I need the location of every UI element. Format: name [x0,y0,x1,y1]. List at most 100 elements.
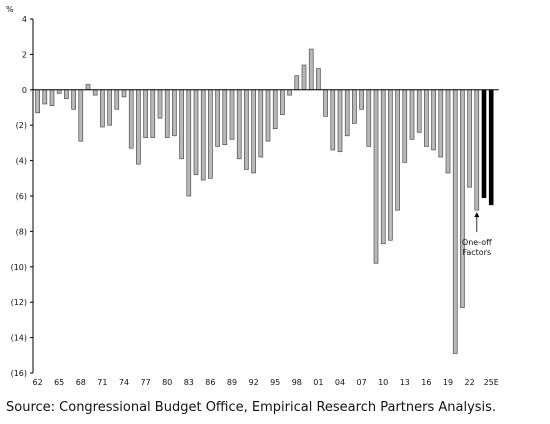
y-tick-label: 4 [22,15,27,24]
bar-16 [424,89,429,147]
bar-74 [121,89,127,98]
bar-95 [272,89,278,130]
bar-94 [265,89,271,142]
bar-10 [380,89,386,245]
bar-66 [64,89,69,99]
bar-08 [366,89,372,147]
bar-70 [92,89,98,96]
bar-71 [100,89,105,128]
y-tick-label: (8) [16,227,27,236]
x-tick-label-25E: 25E [484,378,499,387]
source-note: Source: Congressional Budget Office, Emp… [6,400,497,415]
bar-23 [474,89,480,211]
bar-97 [287,89,292,96]
bar-14 [409,89,415,140]
bar-90 [236,89,242,160]
y-tick-label: (2) [16,121,27,130]
x-tick-label-92: 92 [249,378,259,387]
bar-63 [42,89,48,105]
bar-62 [35,89,40,114]
bar-18 [438,89,444,158]
y-tick-label: (10) [11,263,27,272]
bar-88 [222,89,228,145]
bar-76 [136,89,141,165]
y-tick-label: (14) [11,334,27,343]
bar-04 [337,89,343,153]
bar-01 [316,68,321,91]
y-tick-label: 0 [22,86,27,95]
bar-96 [280,89,285,115]
bar-72 [107,89,112,126]
bar-05 [344,89,350,137]
y-axis-unit-label: % [6,5,14,14]
y-axis: 4 2 0 (2) (4) (6) (8) (10) (12) (14) (16) [11,15,34,378]
bar-89 [229,89,235,140]
bar-19 [445,89,451,174]
bar-79 [157,89,163,119]
bar-78 [150,89,156,138]
x-tick-label-86: 86 [205,378,215,387]
bar-84 [193,89,199,176]
bar-13 [402,89,408,163]
annotation-text-line: Factors [462,248,491,257]
x-tick-label-22: 22 [465,378,475,387]
bar-67 [71,89,76,110]
bar-11 [388,89,393,241]
x-tick-label-98: 98 [292,378,302,387]
bar-64 [49,89,55,107]
bar-69 [85,84,91,91]
x-tick-label-10: 10 [378,378,388,387]
bar-22 [467,89,472,188]
x-tick-label-89: 89 [227,378,237,387]
bar-77 [143,89,148,138]
x-tick-label-65: 65 [54,378,64,387]
bar-83 [186,89,192,197]
bar-09 [373,89,379,264]
x-tick-label-62: 62 [33,378,43,387]
annotation-arrow-head [474,212,480,218]
x-tick-label-07: 07 [357,378,367,387]
bar-20 [452,89,458,354]
bar-86 [208,89,213,179]
bar-99 [301,64,307,91]
bar-81 [172,89,177,137]
y-tick-label: (4) [16,157,27,166]
y-tick-label: 2 [22,50,27,59]
bar-07 [359,89,364,110]
bar-75 [128,89,134,149]
bar-93 [258,89,264,158]
x-tick-label-01: 01 [313,378,323,387]
bar-82 [179,89,184,160]
x-tick-label-83: 83 [184,378,194,387]
bar-03 [330,89,336,151]
bar-25E [488,89,494,206]
bar-80 [164,89,170,138]
bar-12 [395,89,400,211]
bar-91 [244,89,249,170]
bar-06 [352,89,357,124]
x-tick-label-95: 95 [270,378,280,387]
x-tick-label-71: 71 [97,378,107,387]
bar-98 [294,75,300,91]
x-axis: 62 65 68 71 74 77 80 83 86 89 92 95 98 01 04 07 10 13 16 19… [33,378,499,387]
x-tick-label-77: 77 [141,378,151,387]
annotation-text-line: One-off [462,238,492,247]
y-tick-label: (12) [11,298,27,307]
x-tick-label-74: 74 [119,378,129,387]
bar-chart: % 4 2 0 (2) (4) (6) (8) (10) (12) (14) (16) 62 65 68… [6,5,499,387]
bar-15 [416,89,422,133]
bar-73 [114,89,120,110]
y-tick-label: (6) [16,192,27,201]
x-tick-label-68: 68 [76,378,86,387]
y-tick-label: (16) [11,369,27,378]
bar-92 [251,89,256,174]
x-tick-label-19: 19 [443,378,453,387]
bar-65 [56,89,62,94]
bar-00 [308,48,314,91]
bar-21 [460,89,465,308]
bar-87 [215,89,220,147]
bar-02 [323,89,328,117]
bar-85 [200,89,206,181]
x-tick-label-16: 16 [421,378,431,387]
